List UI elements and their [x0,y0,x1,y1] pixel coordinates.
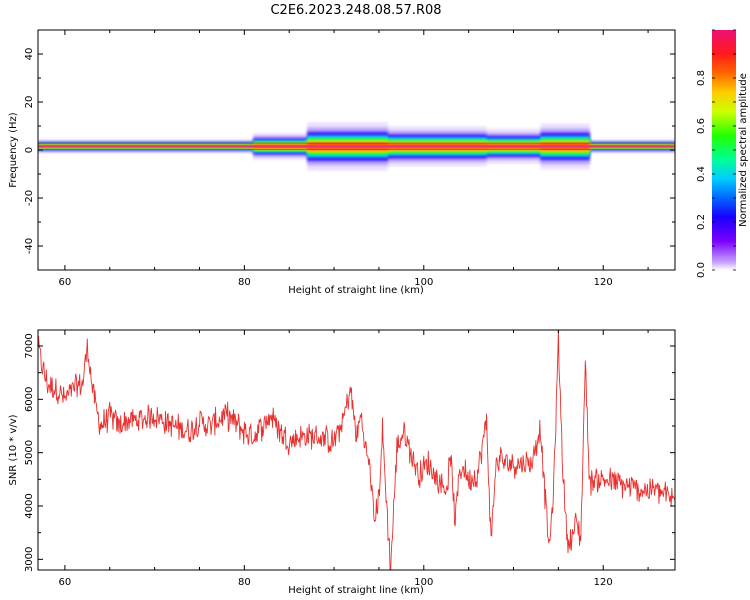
snr-y-tick-label: 6000 [24,387,35,412]
colorbar: 0.0 0.2 0.4 0.6 0.8 Normalized spectral ampl… [696,29,749,278]
spectrogram-y-tick-label: 0 [24,147,35,153]
snr-line [38,330,675,570]
snr-x-tick-label: 60 [59,577,72,588]
snr-y-label: SNR (10 * v/v) [8,414,19,485]
snr-x-tick-label: 100 [414,577,433,588]
snr-y-tick-label: 5000 [24,440,35,465]
figure-title: C2E6.2023.248.08.57.R08 [270,3,441,18]
spectrogram-band [38,122,675,171]
spectrogram-y-tick-label: -40 [24,238,35,254]
snr-y-ticks: 3000 4000 5000 6000 7000 [24,333,675,572]
spectrogram-x-tick-label: 60 [59,277,72,288]
snr-y-tick-label: 7000 [24,333,35,358]
snr-frame [37,329,676,571]
colorbar-gradient [712,30,736,270]
snr-x-label: Height of straight line (km) [288,585,424,596]
spectrogram-y-tick-label: 20 [24,96,35,109]
snr-x-tick-label: 80 [238,577,251,588]
colorbar-tick-label: 0.4 [696,166,707,182]
spectrogram-y-ticks: -40 -20 0 20 40 [24,29,675,271]
colorbar-tick-label: 0.6 [696,118,707,134]
snr-panel: 60 80 100 120 3000 4000 5000 6000 7000 Height o… [8,329,676,596]
colorbar-tick-label: 0.0 [696,262,707,278]
snr-y-tick-label: 3000 [24,547,35,572]
spectrogram-x-tick-label: 100 [414,277,433,288]
snr-x-ticks: 60 80 100 120 [59,330,649,588]
snr-series [38,330,675,570]
spectrogram-x-label: Height of straight line (km) [288,285,424,296]
spectrogram-y-tick-label: 40 [24,48,35,61]
colorbar-ticks: 0.0 0.2 0.4 0.6 0.8 [696,29,736,278]
colorbar-tick-label: 0.2 [696,214,707,230]
colorbar-tick-label: 0.8 [696,70,707,86]
spectrogram-x-tick-label: 80 [238,277,251,288]
spectrogram-x-tick-label: 120 [594,277,613,288]
spectrogram-panel: 60 80 100 120 -40 -20 0 20 40 Height of straigh… [8,29,676,296]
spectrogram-x-ticks: 60 80 100 120 [59,30,649,288]
spectrogram-y-tick-label: -20 [24,190,35,206]
snr-y-tick-label: 4000 [24,493,35,518]
snr-x-tick-label: 120 [594,577,613,588]
colorbar-label: Normalized spectral amplitude [738,73,749,227]
spectrogram-y-label: Frequency (Hz) [8,112,19,188]
